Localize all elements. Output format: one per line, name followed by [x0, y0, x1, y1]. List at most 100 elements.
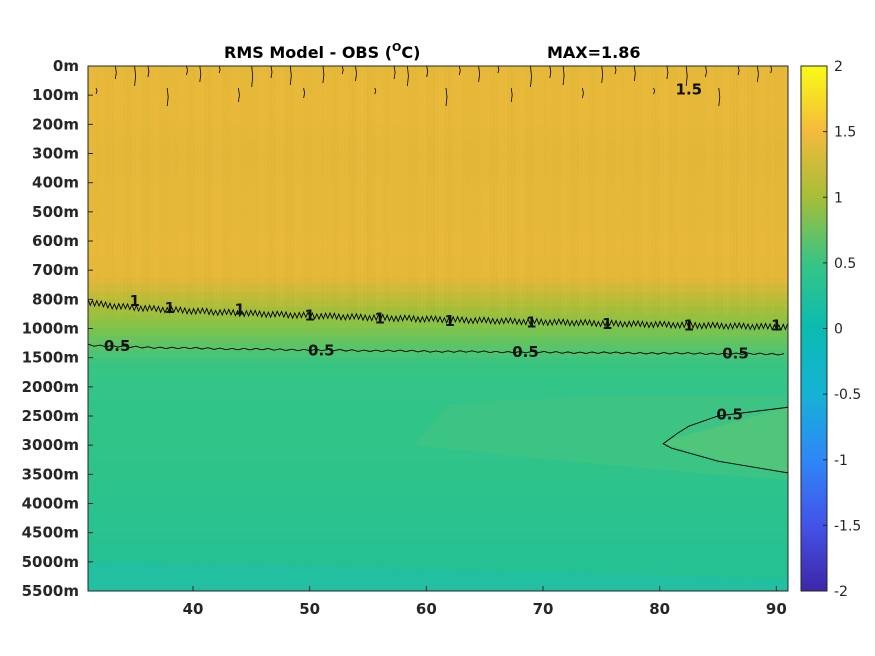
- texture-stripe: [232, 66, 234, 317]
- field-band: [88, 292, 788, 300]
- texture-stripe: [115, 66, 117, 317]
- texture-stripe: [349, 66, 351, 317]
- field-bands: [88, 66, 788, 591]
- y-tick-label: 2000m: [22, 378, 79, 396]
- contour-label: 1: [164, 299, 174, 317]
- texture-stripe: [397, 66, 399, 317]
- texture-stripe: [412, 66, 414, 317]
- texture-stripe: [301, 66, 303, 317]
- texture-stripe: [124, 66, 126, 317]
- contour-1-5-fragment: [718, 87, 721, 107]
- texture-stripe: [400, 66, 402, 317]
- field-band: [88, 175, 788, 184]
- texture-stripe: [355, 66, 357, 317]
- contour-1-5-fragment: [407, 66, 409, 87]
- texture-stripe: [97, 66, 99, 317]
- contour-1-5-fragment: [614, 66, 617, 75]
- texture-stripe: [646, 66, 648, 317]
- texture-stripe: [589, 66, 591, 317]
- texture-stripe: [583, 66, 585, 317]
- field-band: [88, 532, 788, 541]
- texture-stripe: [418, 66, 420, 317]
- contour-1-5-fragment: [582, 87, 584, 99]
- texture-stripe: [727, 66, 729, 317]
- texture-stripe: [613, 66, 615, 317]
- texture-stripe: [520, 66, 522, 317]
- texture-stripe: [373, 66, 375, 317]
- contour-1-5-fragment: [289, 66, 292, 86]
- texture-stripe: [592, 66, 594, 317]
- texture-stripe: [112, 66, 114, 317]
- texture-stripe: [424, 66, 426, 317]
- field-band: [88, 204, 788, 213]
- field-band: [88, 219, 788, 228]
- field-band: [88, 255, 788, 264]
- texture-stripe: [694, 66, 696, 317]
- texture-stripe: [304, 66, 306, 317]
- texture-stripe: [616, 66, 618, 317]
- texture-stripe: [733, 66, 735, 317]
- contour-1-5-fragment: [393, 66, 396, 80]
- colorbar-tick-label: 1: [834, 190, 843, 206]
- contour-1-5-fragment: [218, 66, 221, 74]
- field-band: [88, 241, 788, 249]
- contour-1-5-fragment: [601, 66, 604, 84]
- texture-stripe: [670, 66, 672, 317]
- field-band: [88, 539, 788, 548]
- texture-stripe: [769, 66, 771, 317]
- contour-1-5-fragment: [510, 87, 513, 103]
- texture-stripe: [586, 66, 588, 317]
- y-tick-label: 500m: [32, 203, 79, 221]
- texture-stripe: [106, 66, 108, 317]
- max-deep-patch: [659, 407, 788, 474]
- texture-stripe: [742, 66, 744, 317]
- x-tick-label: 60: [416, 600, 437, 618]
- field-band: [88, 394, 788, 403]
- y-tick-label: 1000m: [22, 320, 79, 338]
- contour-label: 1: [129, 292, 139, 310]
- field-band: [88, 335, 788, 344]
- texture-stripe: [361, 66, 363, 317]
- texture-stripe: [712, 66, 714, 317]
- texture-stripe: [760, 66, 762, 317]
- texture-stripe: [307, 66, 309, 317]
- texture-stripe: [268, 66, 270, 317]
- texture-stripe: [625, 66, 627, 317]
- texture-stripe: [340, 66, 342, 317]
- field-band: [88, 452, 788, 461]
- texture-stripe: [172, 66, 174, 317]
- texture-stripe: [118, 66, 120, 317]
- field-patches: [88, 395, 788, 591]
- y-tick-label: 800m: [32, 290, 79, 308]
- texture-stripe: [403, 66, 405, 317]
- texture-stripe: [283, 66, 285, 317]
- texture-stripe: [367, 66, 369, 317]
- texture-stripe: [721, 66, 723, 317]
- texture-stripe: [676, 66, 678, 317]
- contour-0-5-deep: [662, 406, 788, 474]
- contour-1-5-fragment: [497, 66, 500, 74]
- texture-stripe: [178, 66, 180, 317]
- texture-stripe: [550, 66, 552, 317]
- texture-stripe: [154, 66, 156, 317]
- texture-stripe: [280, 66, 282, 317]
- texture-stripe: [238, 66, 240, 317]
- x-tick-label: 70: [533, 600, 554, 618]
- texture-stripe: [217, 66, 219, 317]
- texture-stripe: [757, 66, 759, 317]
- texture-stripe: [322, 66, 324, 317]
- contour-label: 0.5: [308, 341, 335, 359]
- colorbar-tick-label: 0: [834, 322, 843, 338]
- contour-label: 1: [374, 309, 384, 327]
- y-tick-label: 600m: [32, 232, 79, 250]
- texture-stripe: [775, 66, 777, 317]
- texture-stripe: [484, 66, 486, 317]
- texture-stripe: [661, 66, 663, 317]
- texture-stripe: [415, 66, 417, 317]
- texture-stripe: [142, 66, 144, 317]
- field-band: [88, 95, 788, 104]
- texture-stripe: [445, 66, 447, 317]
- texture-stripe: [208, 66, 210, 317]
- texture-stripe: [328, 66, 330, 317]
- field-band: [88, 525, 788, 534]
